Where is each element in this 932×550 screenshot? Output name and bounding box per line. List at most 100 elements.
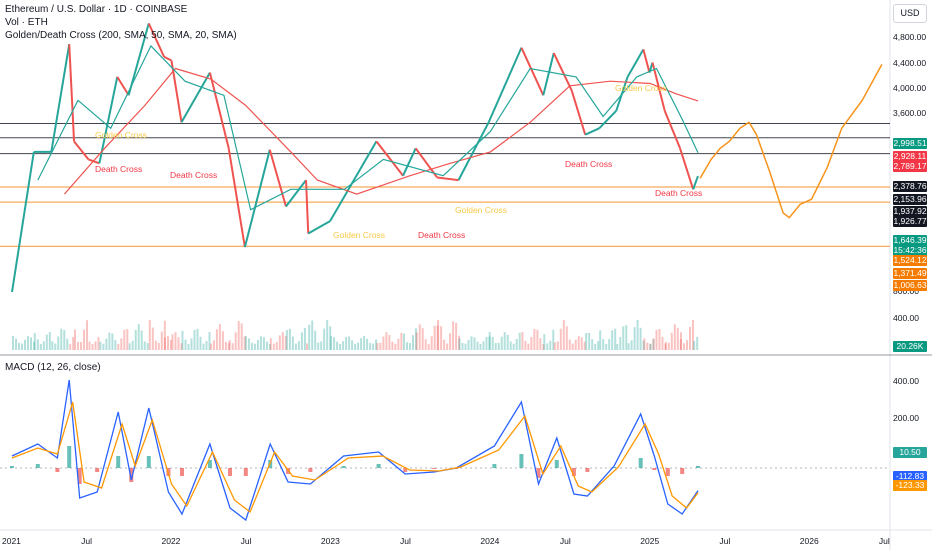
price-label[interactable]: 1,006.63	[893, 280, 927, 291]
volume-bar	[231, 343, 234, 350]
price-label[interactable]: 1,524.12	[893, 255, 927, 266]
price-segment	[147, 22, 165, 58]
volume-bar	[518, 332, 521, 350]
price-label[interactable]: 1,371.49	[893, 268, 927, 279]
price-label[interactable]: 2,789.17	[893, 161, 927, 172]
volume-bar	[619, 337, 622, 350]
volume-bar	[308, 324, 311, 350]
volume-bar	[15, 338, 17, 350]
price-label[interactable]: 20.26K	[893, 341, 927, 352]
volume-bar	[157, 342, 160, 350]
macd-histogram-bar	[35, 464, 40, 468]
macd-histogram-bar	[10, 466, 14, 468]
volume-bar	[21, 343, 23, 350]
volume-bar	[608, 339, 611, 350]
volume-bar	[91, 344, 94, 350]
macd-histogram-bar	[612, 467, 617, 468]
macd-value-label[interactable]: -112.83	[893, 471, 927, 482]
macd-histogram-bar	[492, 464, 497, 468]
volume-bar	[506, 334, 509, 350]
volume-bar	[485, 337, 488, 350]
macd-line	[11, 379, 699, 522]
volume-bar	[464, 343, 467, 350]
macd-histogram-bar	[376, 464, 381, 468]
symbol-legend[interactable]: Ethereum / U.S. Dollar · 1D · COINBASE	[5, 4, 188, 15]
price-label[interactable]: 1,646.39	[893, 235, 927, 246]
macd-value-label[interactable]: -123.33	[893, 480, 927, 491]
macd-value-label[interactable]: 10.50	[893, 447, 927, 458]
price-segment	[663, 110, 681, 149]
volume-bar	[636, 320, 639, 350]
price-segment	[552, 52, 573, 91]
volume-bar	[622, 326, 625, 350]
price-segment	[73, 140, 90, 161]
volume-bar	[577, 336, 580, 350]
volume-bar	[146, 343, 149, 350]
volume-bar	[605, 344, 608, 350]
volume-bar	[209, 343, 212, 350]
volume-bar	[256, 340, 259, 350]
volume-bar	[536, 329, 539, 350]
volume-bar	[306, 343, 308, 350]
volume-bar	[652, 339, 655, 350]
volume-bar	[559, 328, 562, 350]
price-segment	[626, 48, 645, 78]
price-label[interactable]: 2,153.96	[893, 194, 927, 205]
price-label[interactable]: 2,928.11	[893, 151, 927, 162]
price-label[interactable]: 15:42:36	[893, 245, 927, 256]
price-label[interactable]: 1,937.92	[893, 206, 927, 217]
volume-bar	[111, 333, 114, 350]
volume-bar	[403, 333, 405, 350]
volume-bar	[154, 340, 157, 350]
macd-histogram-bar	[403, 468, 408, 472]
volume-bar	[148, 320, 151, 350]
volume-bar	[546, 343, 549, 350]
volume-bar	[597, 341, 600, 350]
volume-legend[interactable]: Vol · ETH	[5, 17, 48, 28]
indicator-legend[interactable]: Golden/Death Cross (200, SMA, 50, SMA, 2…	[5, 30, 237, 41]
price-label[interactable]: 1,926.77	[893, 216, 927, 227]
price-segment	[329, 140, 378, 222]
volume-bar	[382, 336, 385, 350]
price-axis-tick: 400.00	[893, 313, 919, 323]
volume-bar	[99, 341, 102, 350]
volume-bar	[281, 332, 284, 350]
volume-bar	[284, 336, 287, 350]
volume-bar	[291, 336, 294, 350]
volume-bar	[45, 334, 48, 350]
volume-bar	[285, 330, 288, 350]
volume-bar	[317, 342, 320, 350]
volume-bar	[430, 336, 433, 350]
price-axis-tick: 800.00	[893, 286, 919, 296]
cross-annotation-3: Golden Cross	[333, 230, 385, 240]
volume-bar	[562, 320, 565, 350]
volume-bar	[400, 332, 403, 350]
volume-bar	[102, 343, 105, 350]
time-axis-tick: Jul	[400, 536, 411, 546]
price-segment	[375, 140, 404, 177]
macd-histogram-bar	[341, 466, 346, 468]
macd-axis-tick: 200.00	[893, 413, 919, 423]
volume-bar	[458, 335, 461, 350]
cross-annotation-6: Death Cross	[565, 159, 613, 169]
price-label[interactable]: 2,378.76	[893, 181, 927, 192]
volume-bar	[649, 343, 652, 350]
volume-bar	[591, 339, 594, 350]
price-label[interactable]: 2,998.51	[893, 138, 927, 149]
price-segment	[180, 72, 211, 123]
volume-bar	[184, 339, 187, 350]
volume-bar	[345, 337, 348, 350]
currency-button[interactable]: USD	[893, 4, 927, 23]
volume-bar	[452, 321, 455, 350]
volume-bar	[542, 344, 545, 350]
macd-legend[interactable]: MACD (12, 26, close)	[5, 362, 101, 373]
volume-bar	[278, 335, 281, 350]
price-segment	[208, 72, 230, 149]
volume-bar	[294, 343, 297, 350]
volume-bar	[27, 336, 29, 350]
volume-bar	[250, 342, 253, 350]
price-segment	[436, 176, 459, 182]
volume-bar	[375, 339, 378, 350]
volume-bar	[208, 332, 211, 350]
